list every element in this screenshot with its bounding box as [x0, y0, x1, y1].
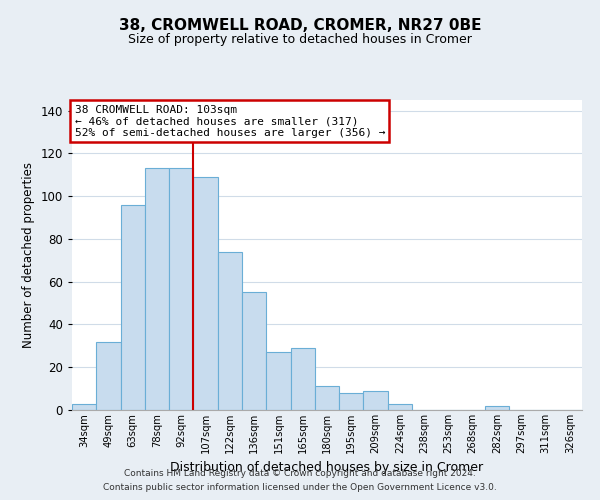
X-axis label: Distribution of detached houses by size in Cromer: Distribution of detached houses by size …	[170, 462, 484, 474]
Text: Contains public sector information licensed under the Open Government Licence v3: Contains public sector information licen…	[103, 484, 497, 492]
Bar	[315, 386, 339, 410]
Bar	[485, 406, 509, 410]
Bar	[364, 391, 388, 410]
Bar	[290, 348, 315, 410]
Text: Contains HM Land Registry data © Crown copyright and database right 2024.: Contains HM Land Registry data © Crown c…	[124, 468, 476, 477]
Bar	[96, 342, 121, 410]
Bar	[339, 393, 364, 410]
Bar	[72, 404, 96, 410]
Bar	[193, 177, 218, 410]
Bar	[169, 168, 193, 410]
Bar	[266, 352, 290, 410]
Bar	[388, 404, 412, 410]
Text: Size of property relative to detached houses in Cromer: Size of property relative to detached ho…	[128, 32, 472, 46]
Bar	[218, 252, 242, 410]
Y-axis label: Number of detached properties: Number of detached properties	[22, 162, 35, 348]
Text: 38, CROMWELL ROAD, CROMER, NR27 0BE: 38, CROMWELL ROAD, CROMER, NR27 0BE	[119, 18, 481, 32]
Bar	[121, 205, 145, 410]
Bar	[145, 168, 169, 410]
Text: 38 CROMWELL ROAD: 103sqm
← 46% of detached houses are smaller (317)
52% of semi-: 38 CROMWELL ROAD: 103sqm ← 46% of detach…	[74, 104, 385, 138]
Bar	[242, 292, 266, 410]
